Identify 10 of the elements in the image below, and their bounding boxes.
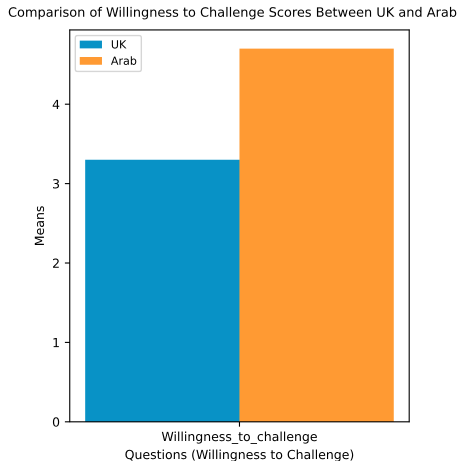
legend-label: Arab xyxy=(110,56,136,65)
x-tick-label: Willingness_to_challenge xyxy=(162,432,317,444)
y-axis-title: Means xyxy=(34,206,44,245)
y-tick-label: 4 xyxy=(52,100,60,109)
y-tick-label: 1 xyxy=(53,338,59,348)
chart-title: Comparison of Willingness to Challenge Scores Between UK and Arab xyxy=(8,6,456,20)
y-tick-label: 3 xyxy=(53,179,60,189)
legend-label: UK xyxy=(112,40,127,49)
y-tick-label: 0 xyxy=(52,417,60,427)
y-tick-label: 2 xyxy=(52,258,59,268)
